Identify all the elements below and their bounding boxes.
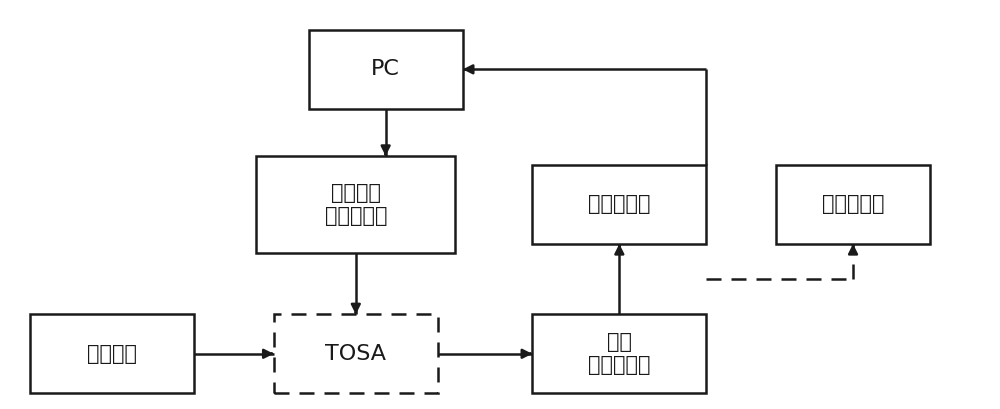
Text: 频谱分析仪: 频谱分析仪: [588, 195, 651, 214]
Text: 稳压电源: 稳压电源: [87, 344, 137, 364]
Bar: [309, 30, 463, 109]
Text: TOSA: TOSA: [325, 344, 386, 364]
Bar: [274, 315, 438, 393]
Text: 微波功率计: 微波功率计: [822, 195, 884, 214]
Text: PC: PC: [371, 59, 400, 79]
Bar: [776, 165, 930, 244]
Text: 高速
光电探测器: 高速 光电探测器: [588, 332, 651, 375]
Bar: [256, 156, 455, 253]
Text: 微波扫描
信号发生器: 微波扫描 信号发生器: [325, 183, 387, 226]
Bar: [30, 315, 194, 393]
Bar: [532, 315, 706, 393]
Bar: [532, 165, 706, 244]
